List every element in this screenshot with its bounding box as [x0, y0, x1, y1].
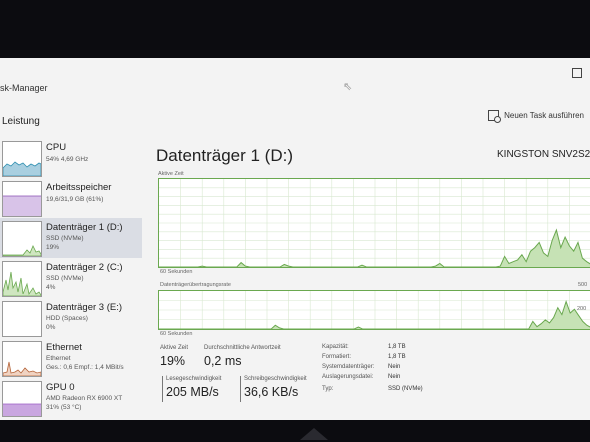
prop-value: 1,8 TB	[388, 344, 406, 350]
sidebar: CPU 54% 4,69 GHz Arbeitsspeicher 19,6/31…	[0, 138, 142, 420]
ethernet-thumbnail	[2, 341, 42, 377]
sidebar-item-detail: 54% 4,69 GHz	[46, 156, 89, 163]
response-time-label: Durchschnittliche Antwortzeit	[204, 345, 281, 351]
divider	[240, 376, 241, 402]
sidebar-item-usage: 4%	[46, 284, 56, 291]
write-speed-label: Schreibgeschwindigkeit	[244, 376, 307, 382]
sidebar-item-cpu[interactable]: CPU 54% 4,69 GHz	[0, 138, 142, 178]
sidebar-item-type: HDD (Spaces)	[46, 315, 88, 322]
chart-footer: 60 Sekunden	[160, 331, 193, 337]
chart-footer: 60 Sekunden	[160, 269, 193, 275]
sidebar-item-usage: 0%	[46, 324, 56, 331]
sidebar-item-gpu[interactable]: GPU 0 AMD Radeon RX 6900 XT 31% (53 °C)	[0, 378, 142, 418]
sidebar-item-type: SSD (NVMe)	[46, 275, 84, 282]
read-speed-label: Lesegeschwindigkeit	[166, 376, 222, 382]
sidebar-item-disk-1[interactable]: Datenträger 1 (D:) SSD (NVMe) 19%	[0, 218, 142, 258]
disk-3-thumbnail	[2, 301, 42, 337]
disk-model: KINGSTON SNV2S20	[497, 149, 590, 160]
taskbar-logo-icon	[300, 428, 328, 440]
sidebar-item-disk-2[interactable]: Datenträger 2 (C:) SSD (NVMe) 4%	[0, 258, 142, 298]
prop-key: Systemdatenträger:	[322, 364, 375, 370]
sidebar-item-label: Datenträger 2 (C:)	[46, 262, 123, 273]
response-time-value: 0,2 ms	[204, 354, 242, 368]
active-time-chart-svg	[159, 179, 590, 267]
prop-value: SSD (NVMe)	[388, 386, 423, 392]
prop-value: 1,8 TB	[388, 354, 406, 360]
page-title: Datenträger 1 (D:)	[156, 146, 293, 165]
maximize-icon[interactable]	[572, 68, 582, 78]
chart-max-label: 500	[578, 282, 588, 288]
mouse-cursor-icon: ⇖	[343, 81, 353, 93]
active-time-label: Aktive Zeit	[160, 345, 189, 351]
sidebar-item-label: Datenträger 3 (E:)	[46, 302, 123, 313]
read-speed-value: 205 MB/s	[166, 385, 219, 399]
chart-label-transfer-rate: Datenträgerübertragungsrate	[160, 282, 231, 288]
gpu-thumbnail	[2, 381, 42, 417]
section-header: Leistung	[2, 116, 40, 127]
prop-key: Typ:	[322, 386, 334, 392]
prop-key: Formatiert:	[322, 354, 352, 360]
sidebar-item-throughput: Ges.: 0,6 Empf.: 1,4 MBit/s	[46, 364, 124, 371]
sidebar-item-label: Ethernet	[46, 342, 82, 353]
new-task-label: Neuen Task ausführen	[504, 111, 584, 120]
divider	[162, 376, 163, 402]
active-time-chart	[158, 178, 590, 268]
new-task-icon	[488, 110, 502, 123]
sidebar-item-usage: 19%	[46, 244, 60, 251]
sidebar-item-label: GPU 0	[46, 382, 75, 393]
transfer-rate-chart	[158, 290, 590, 330]
prop-key: Kapazität:	[322, 344, 349, 350]
series-area	[159, 301, 590, 329]
series-line	[159, 228, 590, 267]
chart-label-active-time: Aktive Zeit	[158, 171, 184, 177]
chart-mid-label: 200	[577, 306, 587, 312]
prop-value: Nein	[388, 364, 401, 370]
sidebar-item-label: Arbeitsspeicher	[46, 182, 112, 193]
new-task-button[interactable]: Neuen Task ausführen	[488, 110, 584, 123]
title-bar: sk-Manager ⇖	[0, 58, 590, 106]
cpu-thumbnail	[2, 141, 42, 177]
transfer-rate-chart-svg	[159, 291, 590, 329]
sidebar-item-model: AMD Radeon RX 6900 XT	[46, 395, 123, 402]
memory-thumbnail	[2, 181, 42, 217]
sidebar-item-memory[interactable]: Arbeitsspeicher 19,6/31,9 GB (61%)	[0, 178, 142, 218]
sidebar-item-label: Datenträger 1 (D:)	[46, 222, 123, 233]
task-manager-window: sk-Manager ⇖ Leistung Neuen Task ausführ…	[0, 58, 590, 420]
sidebar-item-type: SSD (NVMe)	[46, 235, 84, 242]
disk-2-thumbnail	[2, 261, 42, 297]
sidebar-item-adapter: Ethernet	[46, 355, 71, 362]
prop-key: Auslagerungsdatei:	[322, 374, 374, 380]
sidebar-item-ethernet[interactable]: Ethernet Ethernet Ges.: 0,6 Empf.: 1,4 M…	[0, 338, 142, 378]
disk-1-thumbnail	[2, 221, 42, 257]
active-time-value: 19%	[160, 354, 186, 368]
sidebar-item-disk-3[interactable]: Datenträger 3 (E:) HDD (Spaces) 0%	[0, 298, 142, 338]
write-speed-value: 36,6 KB/s	[244, 385, 299, 399]
sidebar-item-detail: 19,6/31,9 GB (61%)	[46, 196, 104, 203]
sidebar-item-label: CPU	[46, 142, 67, 153]
app-title: sk-Manager	[0, 83, 48, 93]
sidebar-item-usage: 31% (53 °C)	[46, 404, 82, 411]
series-area	[159, 230, 590, 267]
prop-value: Nein	[388, 374, 401, 380]
